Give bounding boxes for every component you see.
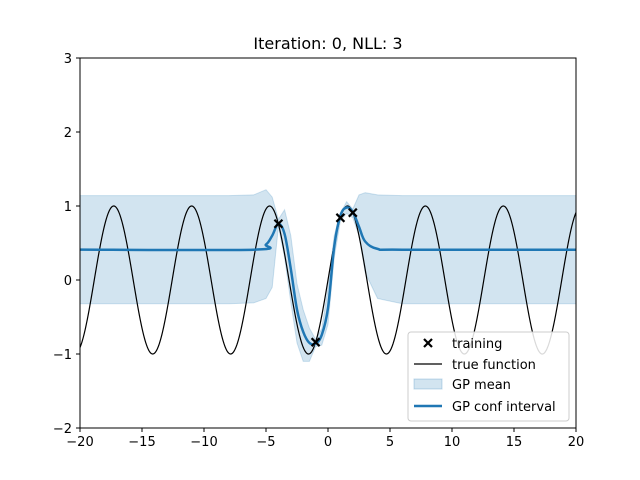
- training-points: [273, 207, 358, 347]
- gp-conf-interval-line: [80, 206, 576, 346]
- x-tick-label: −20: [66, 435, 93, 450]
- gp-mean-band: [80, 189, 576, 362]
- y-tick-label: 2: [64, 126, 72, 141]
- legend-label-gp-mean: GP mean: [452, 378, 511, 393]
- x-tick-label: 20: [568, 435, 585, 450]
- legend-training-marker: [423, 338, 433, 348]
- x-tick-label: 15: [506, 435, 523, 450]
- chart-title: Iteration: 0, NLL: 3: [253, 34, 402, 53]
- legend-label-true-function: true function: [452, 358, 536, 373]
- x-tick-label: −10: [190, 435, 217, 450]
- y-tick-label: 1: [64, 200, 72, 215]
- true-function-line: [80, 205, 576, 355]
- plot-area: [80, 189, 576, 362]
- legend-label-gp-conf-interval: GP conf interval: [452, 400, 556, 415]
- y-tick-label: −1: [53, 348, 72, 363]
- x-tick-label: 5: [386, 435, 394, 450]
- training-point: [273, 218, 284, 229]
- y-tick-label: 3: [64, 52, 72, 67]
- x-axis: −20 −15 −10 −5 0 5 10 15 20: [66, 428, 584, 450]
- legend-box: [407, 331, 570, 422]
- x-tick-label: −15: [128, 435, 155, 450]
- training-point: [335, 213, 346, 223]
- y-axis: −2 −1 0 1 2 3: [53, 52, 80, 437]
- legend: training true function GP mean GP conf i…: [407, 331, 570, 422]
- legend-gp-mean-swatch: [413, 378, 443, 390]
- training-point: [348, 207, 358, 218]
- y-tick-label: −2: [53, 422, 72, 437]
- y-tick-label: 0: [64, 274, 72, 289]
- training-point: [310, 337, 321, 347]
- x-tick-label: 0: [324, 435, 332, 450]
- x-tick-label: −5: [256, 435, 275, 450]
- legend-label-training: training: [452, 337, 502, 352]
- x-tick-label: 10: [444, 435, 461, 450]
